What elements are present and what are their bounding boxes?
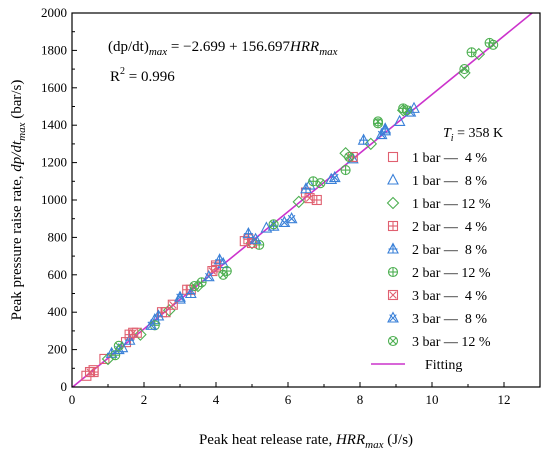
data-point-s5-9 bbox=[357, 133, 370, 145]
data-point-s8-5 bbox=[249, 232, 262, 244]
y-tick-label: 400 bbox=[48, 304, 68, 319]
legend-marker-4 bbox=[387, 220, 399, 232]
legend-marker-2 bbox=[387, 173, 399, 185]
data-point-s2-10 bbox=[393, 114, 406, 127]
data-point-s9-6 bbox=[344, 151, 355, 163]
data-point-s9-9 bbox=[459, 64, 470, 75]
fit-equation: (dp/dt)max = −2.699 + 156.697HRRmax bbox=[108, 39, 338, 58]
x-tick-label: 0 bbox=[69, 392, 76, 407]
y-tick-label: 600 bbox=[48, 267, 68, 282]
y-axis-title: Peak pressure raise rate, dp/dtmax (bar/… bbox=[9, 80, 28, 321]
data-point-s9-1 bbox=[113, 340, 124, 351]
r-squared-label: R2 = 0.996 bbox=[110, 66, 175, 85]
data-point-s9-7 bbox=[372, 116, 384, 127]
data-point-s7-6 bbox=[304, 193, 315, 204]
data-point-s3-2 bbox=[134, 328, 147, 341]
y-tick-label: 0 bbox=[61, 379, 68, 394]
data-point-s3-7 bbox=[339, 146, 352, 160]
data-point-s3-6 bbox=[292, 195, 306, 209]
y-tick-label: 2000 bbox=[41, 5, 67, 20]
data-point-s9-2 bbox=[189, 280, 200, 292]
legend-marker-7 bbox=[387, 289, 399, 301]
legend-label-7: 3 bar — 4 % bbox=[412, 289, 487, 304]
data-point-s6-4 bbox=[221, 266, 232, 277]
legend-label-8: 3 bar — 8 % bbox=[412, 312, 487, 327]
legend-label-3: 1 bar — 12 % bbox=[412, 197, 491, 212]
data-point-s9-3 bbox=[218, 269, 229, 280]
data-point-s2-5 bbox=[260, 221, 273, 233]
legend-label-5: 2 bar — 8 % bbox=[412, 243, 487, 258]
x-tick-label: 2 bbox=[141, 392, 148, 407]
data-point-s7-1 bbox=[84, 366, 96, 378]
legend-label-6: 2 bar — 12 % bbox=[412, 266, 491, 281]
data-point-s8-2 bbox=[145, 318, 158, 330]
data-point-s5-6 bbox=[242, 226, 255, 239]
legend-marker-3 bbox=[386, 196, 400, 210]
data-point-s7-2 bbox=[128, 327, 139, 338]
legend-label-4: 2 bar — 4 % bbox=[412, 220, 487, 235]
data-point-s9-5 bbox=[315, 178, 326, 189]
y-tick-label: 1800 bbox=[41, 42, 67, 57]
data-point-s9-10 bbox=[488, 39, 499, 50]
legend-label-9: 3 bar — 12 % bbox=[412, 335, 491, 350]
data-point-s8-8 bbox=[328, 170, 341, 183]
legend-marker-6 bbox=[387, 266, 399, 278]
data-point-s6-7 bbox=[340, 165, 351, 176]
data-point-s7-3 bbox=[167, 299, 178, 310]
legend-title: Ti = 358 K bbox=[443, 126, 503, 144]
data-point-s5-10 bbox=[379, 122, 392, 134]
legend-marker-1 bbox=[387, 151, 399, 163]
data-point-s8-4 bbox=[202, 269, 215, 282]
y-tick-label: 1400 bbox=[41, 117, 67, 132]
legend-label-1: 1 bar — 4 % bbox=[412, 151, 487, 166]
y-tick-label: 800 bbox=[48, 229, 68, 244]
x-tick-label: 6 bbox=[285, 392, 292, 407]
data-point-s3-3 bbox=[162, 304, 176, 317]
data-point-s8-9 bbox=[375, 127, 388, 140]
x-tick-label: 4 bbox=[213, 392, 220, 407]
y-tick-label: 1200 bbox=[41, 155, 67, 170]
data-point-s5-3 bbox=[152, 309, 165, 321]
legend-marker-9 bbox=[387, 335, 399, 347]
y-tick-label: 1600 bbox=[41, 80, 67, 95]
data-point-s9-4 bbox=[268, 219, 279, 230]
data-point-s1-1 bbox=[81, 370, 92, 381]
data-point-s1-9 bbox=[239, 236, 250, 247]
x-tick-label: 12 bbox=[498, 392, 511, 407]
data-point-s5-4 bbox=[184, 286, 197, 299]
legend-label-2: 1 bar — 8 % bbox=[412, 174, 487, 189]
data-point-s6-10 bbox=[466, 47, 477, 58]
y-tick-label: 1000 bbox=[41, 192, 67, 207]
legend-marker-5 bbox=[387, 242, 399, 254]
legend-marker-8 bbox=[387, 311, 399, 323]
data-point-s9-8 bbox=[401, 105, 412, 116]
legend-fit-label: Fitting bbox=[425, 358, 462, 373]
legend: 1 bar — 4 % 1 bar — 8 % 1 bar — 12 % 2 bar … bbox=[371, 151, 491, 373]
x-axis-title: Peak heat release rate, HRRmax (J/s) bbox=[199, 432, 413, 451]
data-point-s1-3 bbox=[99, 353, 110, 365]
data-point-s8-7 bbox=[285, 212, 298, 224]
data-point-s5-8 bbox=[300, 182, 312, 194]
x-tick-label: 8 bbox=[357, 392, 364, 407]
x-tick-label: 10 bbox=[426, 392, 439, 407]
data-point-s5-5 bbox=[213, 253, 226, 265]
data-point-s2-3 bbox=[174, 292, 186, 304]
data-point-s8-3 bbox=[174, 290, 186, 302]
y-tick-label: 200 bbox=[48, 342, 68, 357]
